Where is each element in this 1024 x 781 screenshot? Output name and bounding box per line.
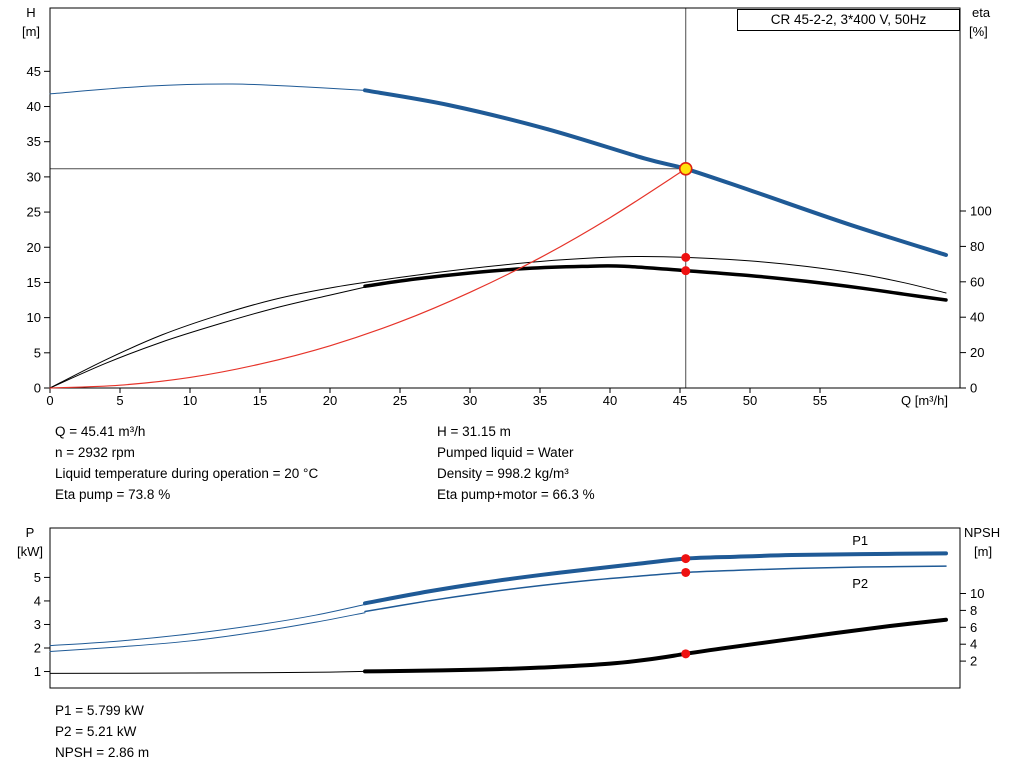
y-right-tick-label: 6 xyxy=(970,620,977,635)
y-right-tick-label: 2 xyxy=(970,654,977,669)
y-left-tick-label: 45 xyxy=(27,64,41,79)
qh-chart: 0 5 10 15 20 25 30 35 40 45 50 55 0 5 10 15 20 25 30 35 40 45… xyxy=(22,5,992,408)
curve-head-thin xyxy=(49,83,366,95)
x-tick-label: 15 xyxy=(253,393,267,408)
x-tick-label: 30 xyxy=(463,393,477,408)
x-tick-label: 45 xyxy=(673,393,687,408)
x-tick-label: 20 xyxy=(323,393,337,408)
y-right-tick-label: 100 xyxy=(970,204,992,219)
axis-label: eta xyxy=(972,5,991,20)
y-left-tick-label: 15 xyxy=(27,275,41,290)
y-right-tick-label: 0 xyxy=(970,381,977,396)
power-npsh-plot-border xyxy=(49,527,961,689)
x-tick-label: 50 xyxy=(743,393,757,408)
y-left-tick-label: 1 xyxy=(34,664,41,679)
curve-label-p1: P1 xyxy=(852,533,868,548)
curve-label-p2: P2 xyxy=(852,576,868,591)
curve-npsh-main xyxy=(363,617,948,674)
curve-p1-main xyxy=(363,551,948,606)
y-right-tick-label: 80 xyxy=(970,239,984,254)
y-left-tick-label: 30 xyxy=(27,169,41,184)
power-npsh-chart: 1 2 3 4 5 2 4 6 8 10 P [kW] NPSH [m] P1 P2 xyxy=(17,525,1000,689)
y-left-tick-label: 5 xyxy=(34,345,41,360)
npsh-marker xyxy=(681,649,691,659)
p2-value: P2 = 5.21 kW xyxy=(55,724,137,739)
operating-data-right: H = 31.15 m Pumped liquid = Water Densit… xyxy=(437,421,595,505)
axis-label: H xyxy=(26,5,35,20)
head-value: H = 31.15 m xyxy=(437,424,511,439)
speed-value: n = 2932 rpm xyxy=(55,445,135,460)
pumped-liquid-value: Pumped liquid = Water xyxy=(437,445,574,460)
curve-p1-thin xyxy=(49,603,366,647)
p1-marker xyxy=(681,554,691,564)
x-tick-label: 55 xyxy=(813,393,827,408)
y-left-tick-label: 25 xyxy=(27,205,41,220)
curve-npsh-thin xyxy=(49,670,366,674)
curve-head-main xyxy=(363,88,948,257)
curve-eta-thin-lower xyxy=(49,286,366,389)
eta-pump-motor-marker xyxy=(681,266,691,276)
density-value: Density = 998.2 kg/m³ xyxy=(437,466,569,481)
x-tick-label: 40 xyxy=(603,393,617,408)
y-left-tick-label: 10 xyxy=(27,310,41,325)
axis-label: [kW] xyxy=(17,544,43,559)
y-right-tick-label: 40 xyxy=(970,310,984,325)
curve-p2-main xyxy=(364,565,947,613)
curve-eta-main xyxy=(363,264,948,302)
y-left-tick-label: 5 xyxy=(34,570,41,585)
y-left-tick-label: 40 xyxy=(27,99,41,114)
qh-plot-border xyxy=(49,7,961,389)
y-left-tick-label: 0 xyxy=(34,381,41,396)
y-right-tick-label: 10 xyxy=(970,586,984,601)
power-npsh-data: P1 = 5.799 kW P2 = 5.21 kW NPSH = 2.86 m xyxy=(55,700,149,763)
p1-value: P1 = 5.799 kW xyxy=(55,703,144,718)
y-right-tick-label: 60 xyxy=(970,274,984,289)
x-tick-label: 5 xyxy=(116,393,123,408)
y-right-tick-label: 20 xyxy=(970,345,984,360)
flow-value: Q = 45.41 m³/h xyxy=(55,424,146,439)
curve-p2-thin xyxy=(49,612,366,653)
liquid-temperature-value: Liquid temperature during operation = 20… xyxy=(55,466,319,481)
y-right-tick-label: 4 xyxy=(970,637,977,652)
y-left-tick-label: 4 xyxy=(34,593,41,608)
axis-label: [%] xyxy=(969,24,988,39)
npsh-value: NPSH = 2.86 m xyxy=(55,745,150,760)
pump-type-title-box: CR 45-2-2, 3*400 V, 50Hz xyxy=(737,9,960,31)
duty-point-marker[interactable] xyxy=(678,162,693,176)
axis-label: NPSH xyxy=(964,525,1000,540)
eta-pump-marker xyxy=(681,252,691,262)
y-right-tick-label: 8 xyxy=(970,603,977,618)
x-tick-label: 10 xyxy=(183,393,197,408)
axis-label: P xyxy=(26,525,35,540)
operating-data-left: Q = 45.41 m³/h n = 2932 rpm Liquid tempe… xyxy=(55,421,318,505)
curve-system-curve xyxy=(49,168,687,389)
eta-pump-value: Eta pump = 73.8 % xyxy=(55,487,171,502)
y-left-tick-label: 2 xyxy=(34,641,41,656)
y-left-tick-label: 20 xyxy=(27,240,41,255)
y-left-tick-label: 35 xyxy=(27,134,41,149)
axis-label: [m] xyxy=(22,24,40,39)
x-tick-label: 25 xyxy=(393,393,407,408)
x-tick-label: 0 xyxy=(46,393,53,408)
axis-label: [m] xyxy=(974,544,992,559)
axis-label: Q [m³/h] xyxy=(901,393,948,408)
y-left-tick-label: 3 xyxy=(34,617,41,632)
curve-eta-thin-upper xyxy=(49,255,947,389)
pump-type-label: CR 45-2-2, 3*400 V, 50Hz xyxy=(770,12,927,27)
x-tick-label: 35 xyxy=(533,393,547,408)
eta-pump-motor-value: Eta pump+motor = 66.3 % xyxy=(437,487,595,502)
p2-marker xyxy=(681,567,691,577)
